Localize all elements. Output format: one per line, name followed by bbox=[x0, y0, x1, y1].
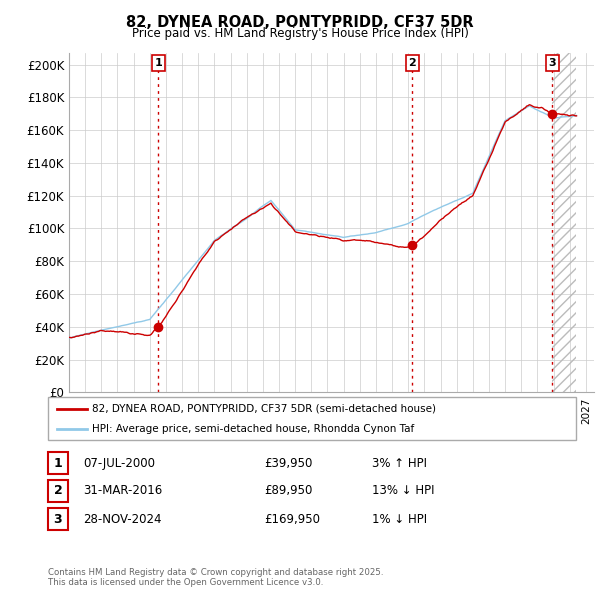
Text: HPI: Average price, semi-detached house, Rhondda Cynon Taf: HPI: Average price, semi-detached house,… bbox=[92, 424, 414, 434]
Text: 1: 1 bbox=[53, 457, 62, 470]
Text: 82, DYNEA ROAD, PONTYPRIDD, CF37 5DR: 82, DYNEA ROAD, PONTYPRIDD, CF37 5DR bbox=[126, 15, 474, 30]
Text: 28-NOV-2024: 28-NOV-2024 bbox=[83, 513, 161, 526]
Text: 07-JUL-2000: 07-JUL-2000 bbox=[83, 457, 155, 470]
Text: Price paid vs. HM Land Registry's House Price Index (HPI): Price paid vs. HM Land Registry's House … bbox=[131, 27, 469, 40]
Text: 2: 2 bbox=[409, 58, 416, 68]
Text: 3% ↑ HPI: 3% ↑ HPI bbox=[372, 457, 427, 470]
Text: Contains HM Land Registry data © Crown copyright and database right 2025.
This d: Contains HM Land Registry data © Crown c… bbox=[48, 568, 383, 587]
Text: 3: 3 bbox=[53, 513, 62, 526]
Text: 3: 3 bbox=[548, 58, 556, 68]
Text: 82, DYNEA ROAD, PONTYPRIDD, CF37 5DR (semi-detached house): 82, DYNEA ROAD, PONTYPRIDD, CF37 5DR (se… bbox=[92, 404, 436, 414]
Text: £169,950: £169,950 bbox=[264, 513, 320, 526]
Text: 2: 2 bbox=[53, 484, 62, 497]
Text: £39,950: £39,950 bbox=[264, 457, 313, 470]
Text: 13% ↓ HPI: 13% ↓ HPI bbox=[372, 484, 434, 497]
Text: 1% ↓ HPI: 1% ↓ HPI bbox=[372, 513, 427, 526]
Text: 1: 1 bbox=[154, 58, 162, 68]
Text: 31-MAR-2016: 31-MAR-2016 bbox=[83, 484, 162, 497]
Text: £89,950: £89,950 bbox=[264, 484, 313, 497]
